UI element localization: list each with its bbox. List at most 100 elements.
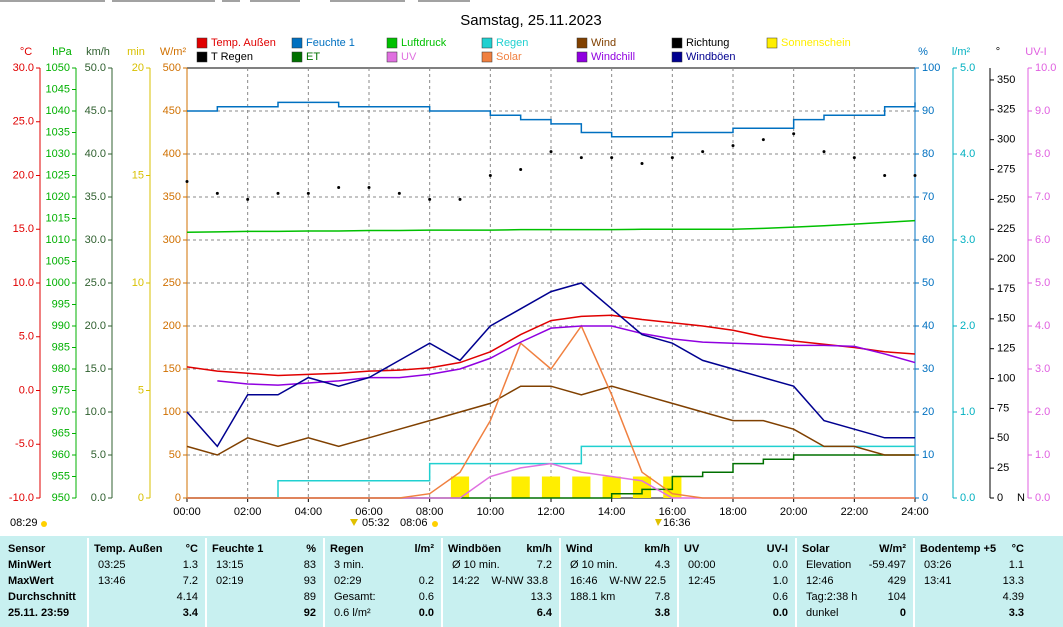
- x-tick-label: 12:00: [537, 506, 565, 518]
- cell-value: 104: [888, 591, 906, 603]
- x-tick-label: 04:00: [295, 506, 323, 518]
- y-tick-label: 1005: [46, 255, 70, 267]
- cell-value: 1.3: [183, 559, 198, 571]
- y-tick-label: 4.0: [1035, 320, 1050, 332]
- x-tick-label: 00:00: [173, 506, 201, 518]
- y-tick-label: 10.0: [85, 406, 106, 418]
- y-tick-label: 0.0: [19, 384, 34, 396]
- group-unit: UV-I: [767, 543, 788, 555]
- cell-value: 429: [888, 575, 906, 587]
- cell-value: 7.8: [655, 591, 670, 603]
- cell-label: 13:41: [924, 575, 952, 587]
- cell-value: 83: [304, 559, 316, 571]
- x-tick-label: 18:00: [719, 506, 747, 518]
- y-tick-label: 500: [163, 62, 181, 74]
- x-tick-label: 08:00: [416, 506, 444, 518]
- axis-unit: °: [996, 46, 1000, 58]
- y-tick-label: 10.0: [1035, 62, 1056, 74]
- cell-value: 4.14: [177, 591, 198, 603]
- y-tick-label: 50: [169, 449, 181, 461]
- y-tick-label: 955: [52, 470, 70, 482]
- annotation: 05:32: [362, 517, 390, 529]
- direction-dot: [640, 162, 644, 166]
- direction-dot: [579, 156, 583, 160]
- y-tick-label: 980: [52, 363, 70, 375]
- legend-swatch: [671, 51, 683, 63]
- direction-dot: [670, 156, 674, 160]
- direction-dot: [246, 197, 250, 201]
- cell-label: 3 min.: [334, 559, 364, 571]
- y-tick-label: 25: [997, 462, 1009, 474]
- cell-value: 1.0: [773, 575, 788, 587]
- cell-label: Gesamt:: [334, 591, 376, 603]
- y-tick-label: 1.0: [1035, 449, 1050, 461]
- direction-dot: [792, 132, 796, 136]
- y-tick-label: 350: [163, 191, 181, 203]
- row-label: MaxWert: [8, 575, 54, 587]
- moon-icon: [655, 519, 662, 526]
- x-tick-label: 06:00: [355, 506, 383, 518]
- y-tick-label: 985: [52, 341, 70, 353]
- legend-label: UV: [401, 51, 417, 63]
- group-title: Feuchte 1: [212, 543, 263, 555]
- axis-unit: °C: [20, 46, 32, 58]
- cell-value: 0.2: [419, 575, 434, 587]
- y-tick-label: 20: [922, 406, 934, 418]
- y-tick-label: 0: [997, 492, 1003, 504]
- cell-label: Tag:2:38 h: [806, 591, 857, 603]
- sunshine-bar: [572, 476, 591, 498]
- sunshine-bar: [450, 476, 470, 498]
- y-tick-label: 325: [997, 104, 1015, 116]
- y-tick-label: 35.0: [85, 191, 106, 203]
- y-tick-label: 1010: [46, 234, 70, 246]
- y-tick-label: 0: [922, 492, 928, 504]
- y-tick-label: 2.0: [1035, 406, 1050, 418]
- y-tick-label: 10: [132, 277, 144, 289]
- y-tick-label: 995: [52, 298, 70, 310]
- direction-dot: [215, 191, 219, 195]
- sun-icon: [432, 521, 438, 527]
- cell-value: 6.4: [537, 607, 553, 619]
- direction-dot: [822, 150, 826, 154]
- y-tick-label: 3.0: [1035, 363, 1050, 375]
- y-tick-label: 125: [997, 343, 1015, 355]
- x-tick-label: 20:00: [780, 506, 808, 518]
- moon-icon: [350, 519, 358, 526]
- cell-value: 7.2: [537, 559, 552, 571]
- y-tick-label: 20.0: [13, 169, 34, 181]
- group-unit: °C: [1012, 543, 1024, 555]
- stats-background: [0, 536, 1063, 627]
- y-tick-label: 5.0: [91, 449, 106, 461]
- legend-label: Windböen: [686, 51, 736, 63]
- y-tick-label: 75: [997, 402, 1009, 414]
- y-tick-label: 150: [163, 363, 181, 375]
- cell-value: 4.3: [655, 559, 670, 571]
- y-tick-label: 20: [132, 62, 144, 74]
- legend-swatch: [386, 51, 398, 63]
- direction-dot: [731, 144, 735, 148]
- cell-label: 02:19: [216, 575, 244, 587]
- y-tick-label: 250: [163, 277, 181, 289]
- y-tick-label: 80: [922, 148, 934, 160]
- y-tick-label: 0: [138, 492, 144, 504]
- group-unit: °C: [186, 543, 198, 555]
- y-tick-label: 25.0: [13, 116, 34, 128]
- cell-value: 93: [304, 575, 316, 587]
- cell-label: 03:26: [924, 559, 952, 571]
- direction-dot: [610, 156, 614, 160]
- series-line: [217, 325, 916, 386]
- y-tick-label: 2.0: [960, 320, 975, 332]
- cell-value: 7.2: [183, 575, 198, 587]
- row-label: 25.11. 23:59: [8, 607, 69, 619]
- chart-title: Samstag, 25.11.2023: [460, 12, 602, 29]
- cell-value: 0.0: [773, 607, 788, 619]
- legend-swatch: [576, 37, 588, 49]
- y-tick-label: 975: [52, 384, 70, 396]
- y-tick-label: -10.0: [9, 492, 34, 504]
- cell-value: 13.3: [1003, 575, 1024, 587]
- y-tick-label: 6.0: [1035, 234, 1050, 246]
- legend-swatch: [386, 37, 398, 49]
- cell-label: dunkel: [806, 607, 838, 619]
- direction-dot: [852, 156, 856, 160]
- y-tick-label: 1030: [46, 148, 70, 160]
